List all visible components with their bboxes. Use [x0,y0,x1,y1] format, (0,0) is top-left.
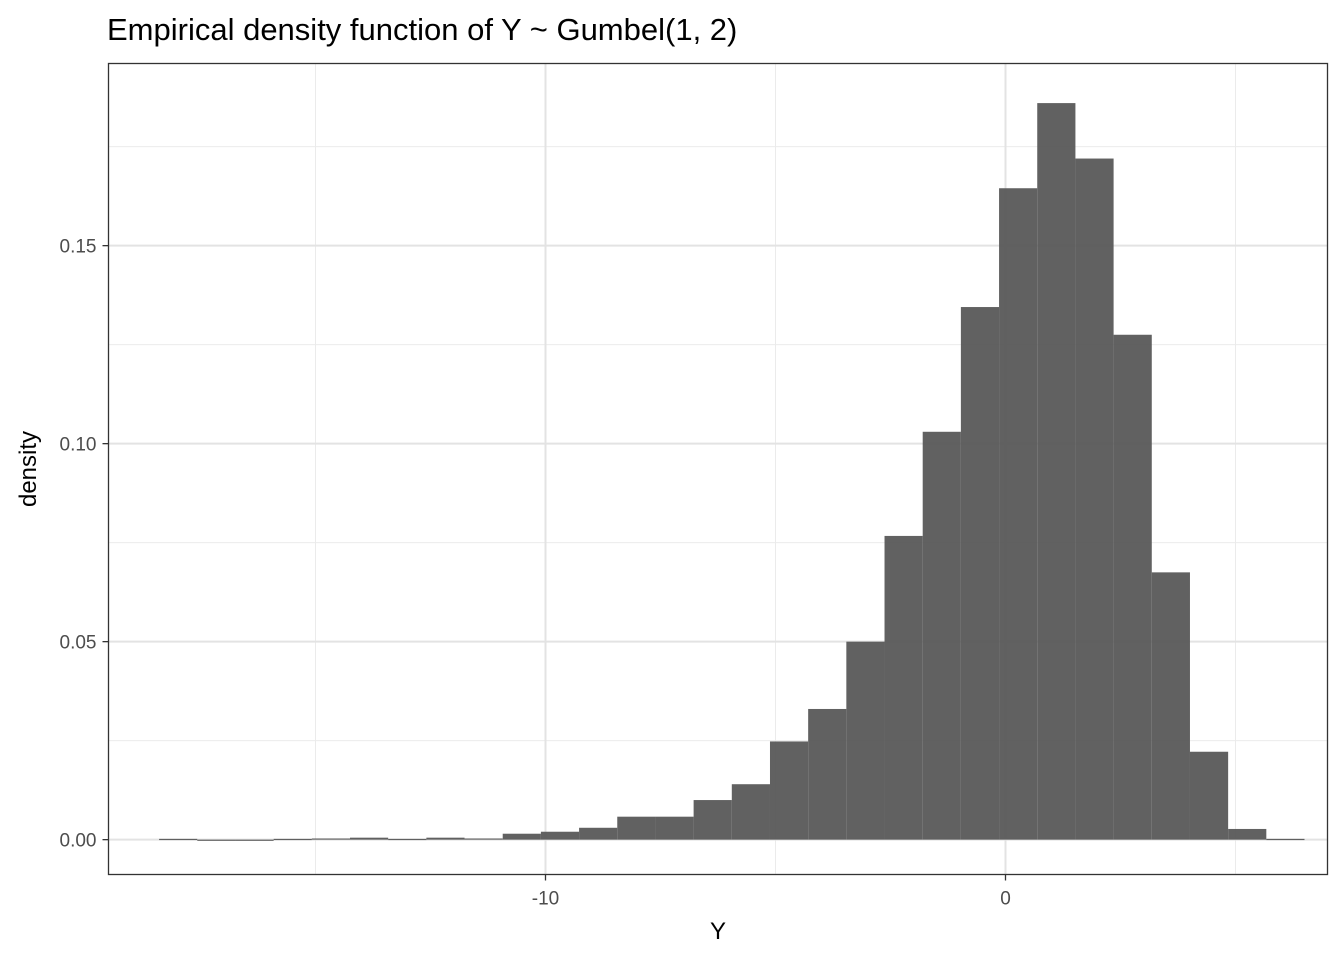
histogram-bar [1266,838,1305,841]
y-axis-title: density [15,431,42,507]
histogram-bar [617,816,656,840]
histogram-bar [1151,572,1190,840]
histogram-bar [1189,751,1229,840]
y-tick-label: 0.05 [60,633,97,654]
chart-title: Empirical density function of Y ~ Gumbel… [107,12,737,47]
histogram-bar [1228,828,1267,840]
histogram-bar [388,838,427,841]
y-tick-label: 0.00 [60,831,97,852]
histogram-bar [579,827,618,840]
x-axis-title: Y [710,918,726,945]
bars-layer [159,103,1305,841]
histogram-bar [1075,158,1114,840]
histogram-bar [502,833,541,840]
histogram-bar [426,837,465,840]
histogram-bar [540,831,580,840]
histogram-bar [960,307,1000,840]
histogram-bar [769,741,809,840]
y-tick-label: 0.15 [60,237,97,258]
x-tick-label: -10 [532,889,559,910]
histogram-bar [273,838,312,841]
y-tick-label: 0.10 [60,435,97,456]
histogram-bar [999,188,1038,840]
histogram-bar [731,784,770,840]
histogram-bar [884,535,923,840]
x-axis: -10 0 [532,874,1011,910]
histogram-bar [846,641,885,840]
histogram-bar [693,800,732,840]
histogram-bar [159,838,198,841]
histogram-bar [235,839,274,841]
histogram-bar [808,708,847,840]
histogram-bar [1037,103,1076,840]
x-tick-label: 0 [1000,889,1011,910]
histogram-bar [311,838,350,840]
histogram-bar [1113,334,1152,840]
panel-border [107,62,1329,876]
histogram-bar [197,839,236,841]
y-axis: 0.00 0.05 0.10 0.15 [60,237,109,852]
histogram-bar [350,837,389,840]
histogram-bar [464,838,503,840]
histogram-bar [655,816,694,840]
histogram-bar [922,431,961,840]
